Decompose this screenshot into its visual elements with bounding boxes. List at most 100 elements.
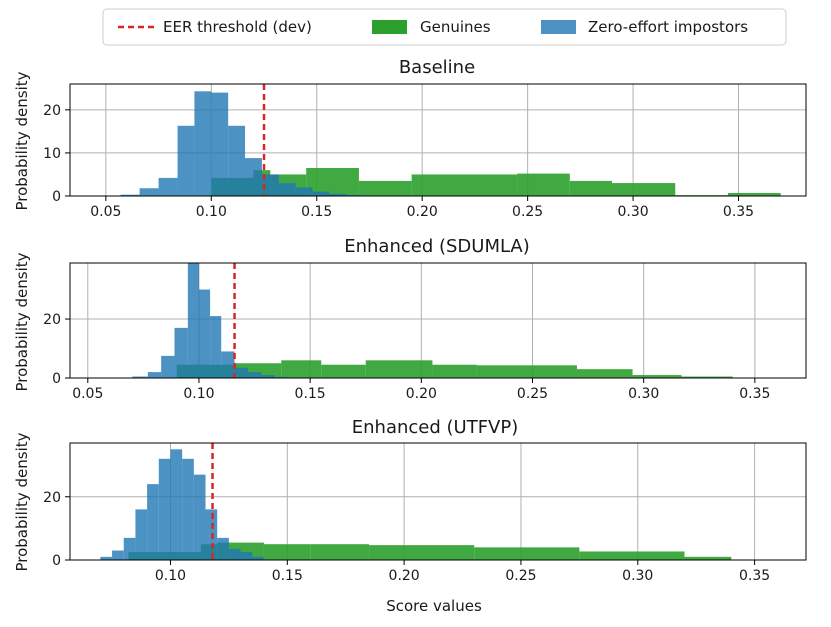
y-tick-label: 0 xyxy=(52,189,61,205)
legend-threshold-label: EER threshold (dev) xyxy=(163,18,312,36)
x-tick-label: 0.30 xyxy=(617,204,648,220)
genuine-bar xyxy=(517,173,570,196)
impostor-bar xyxy=(240,552,253,560)
x-tick-label: 0.15 xyxy=(295,386,326,402)
x-tick-label: 0.20 xyxy=(407,204,438,220)
legend-impostor-label: Zero-effort impostors xyxy=(588,18,748,36)
genuine-bar xyxy=(632,375,682,378)
genuine-bar xyxy=(281,360,322,378)
legend-impostor-swatch xyxy=(541,20,576,34)
genuine-bar xyxy=(569,180,612,196)
x-tick-label: 0.10 xyxy=(196,204,227,220)
impostor-bar xyxy=(112,550,124,560)
impostor-bar xyxy=(147,484,159,560)
x-tick-label: 0.35 xyxy=(723,204,754,220)
impostor-bar xyxy=(158,177,178,196)
genuine-bar xyxy=(681,376,733,378)
impostor-bar xyxy=(261,174,279,196)
plot-frame xyxy=(69,83,807,197)
x-tick-label: 0.30 xyxy=(628,386,659,402)
impostor-bar xyxy=(132,376,148,378)
y-tick-label: 0 xyxy=(52,371,61,387)
legend-box xyxy=(102,8,787,46)
y-tick-label: 20 xyxy=(43,312,61,328)
impostor-bar xyxy=(120,194,140,196)
impostor-bar xyxy=(170,449,183,560)
x-tick-label: 0.35 xyxy=(739,386,770,402)
y-axis-label: Probability density xyxy=(13,432,31,571)
subplot-baseline: Baseline Probability density 0.05 0.10 0.1… xyxy=(13,57,807,220)
genuine-bar xyxy=(310,544,370,560)
legend: EER threshold (dev) Genuines Zero-effort… xyxy=(102,8,787,46)
y-tick-label: 20 xyxy=(43,490,61,506)
impostor-bar xyxy=(210,316,222,378)
y-tick-label: 0 xyxy=(52,553,61,569)
x-tick-label: 0.05 xyxy=(72,386,103,402)
impostor-bar xyxy=(329,193,347,196)
subplot-title: Enhanced (UTFVP) xyxy=(352,417,518,438)
genuine-bar xyxy=(321,364,366,378)
impostor-bar xyxy=(187,263,199,378)
genuine-bar xyxy=(684,556,732,560)
impostor-bar xyxy=(295,187,313,196)
genuine-bar xyxy=(474,547,580,560)
x-tick-label: 0.25 xyxy=(505,568,536,584)
impostor-bar xyxy=(161,355,175,378)
impostor-bar xyxy=(278,183,296,196)
genuine-bar xyxy=(576,369,633,378)
x-tick-label: 0.25 xyxy=(512,204,543,220)
legend-genuine-swatch xyxy=(372,20,407,34)
impostor-bar xyxy=(217,537,229,560)
impostor-bar xyxy=(228,125,246,196)
impostor-bar xyxy=(252,556,264,560)
x-tick-label: 0.10 xyxy=(183,386,214,402)
impostor-bar xyxy=(194,91,212,196)
genuine-bar xyxy=(411,174,518,196)
impostor-bar xyxy=(147,372,162,378)
impostor-bar xyxy=(234,367,248,378)
legend-genuine-label: Genuines xyxy=(420,18,491,36)
impostor-bar xyxy=(261,375,275,378)
genuine-bar xyxy=(306,168,359,196)
subplot-enhanced-sdumla: Enhanced (SDUMLA) Probability density 0.… xyxy=(13,236,807,402)
impostor-bar xyxy=(193,474,206,560)
genuine-bar xyxy=(727,192,781,196)
impostor-bar xyxy=(182,458,194,560)
x-tick-label: 0.10 xyxy=(155,568,186,584)
x-tick-label: 0.35 xyxy=(739,568,770,584)
x-tick-label: 0.15 xyxy=(272,568,303,584)
impostor-bar xyxy=(123,537,136,560)
plot-frame xyxy=(69,262,807,379)
subplot-title: Enhanced (SDUMLA) xyxy=(344,236,530,257)
y-tick-label: 20 xyxy=(43,103,61,119)
genuine-bar xyxy=(432,364,477,378)
x-tick-label: 0.20 xyxy=(389,568,420,584)
x-tick-label: 0.05 xyxy=(90,204,121,220)
x-tick-label: 0.30 xyxy=(622,568,653,584)
impostor-bar xyxy=(135,509,148,560)
genuine-bar xyxy=(611,183,676,196)
genuine-bar xyxy=(579,551,685,560)
impostor-bar xyxy=(228,548,241,560)
x-tick-label: 0.15 xyxy=(301,204,332,220)
impostor-bar xyxy=(100,556,113,560)
impostor-bar xyxy=(247,372,262,378)
subplot-title: Baseline xyxy=(399,57,475,78)
impostor-bar xyxy=(139,188,159,196)
genuine-bar xyxy=(369,545,475,560)
genuine-bar xyxy=(263,544,311,560)
impostor-bar xyxy=(177,125,195,196)
x-tick-label: 0.20 xyxy=(406,386,437,402)
impostor-bar xyxy=(221,351,235,378)
impostor-bar xyxy=(198,289,211,378)
y-axis-label: Probability density xyxy=(13,71,31,210)
genuine-bar xyxy=(476,365,577,378)
impostor-bar xyxy=(245,158,262,196)
impostor-bar xyxy=(211,92,229,196)
impostor-bar xyxy=(312,191,330,196)
impostor-bar xyxy=(158,458,171,560)
x-axis-label: Score values xyxy=(386,597,482,615)
impostor-bar xyxy=(174,327,188,378)
genuine-bar xyxy=(365,360,433,378)
